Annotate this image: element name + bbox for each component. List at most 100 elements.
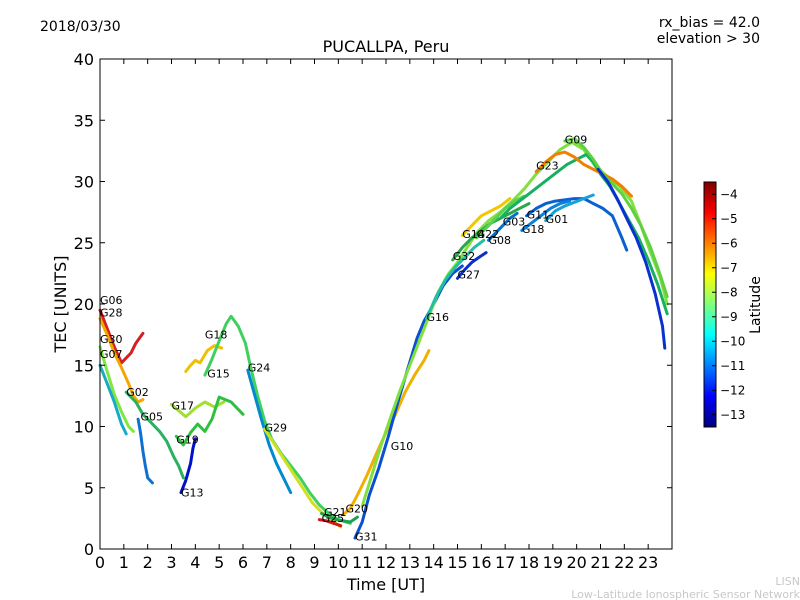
x-tick-label: 13 (400, 553, 420, 572)
sat-label-g08: G08 (488, 234, 511, 247)
trace-g03-24 (498, 153, 669, 316)
trace-g15-10 (203, 314, 352, 525)
x-tick-label: 15 (447, 553, 467, 572)
x-tick-label: 7 (262, 553, 272, 572)
trace-g06-0 (98, 308, 145, 365)
date-label: 2018/03/30 (40, 19, 121, 35)
trace-g23-28 (534, 150, 633, 198)
sat-label-g09: G09 (565, 134, 588, 147)
x-tick-label: 12 (376, 553, 396, 572)
x-tick-label: 3 (166, 553, 176, 572)
colorbar-tick-label: −12 (720, 383, 745, 397)
sat-label-g28: G28 (100, 306, 123, 319)
sat-label-g29: G29 (264, 421, 287, 434)
x-tick-label: 16 (471, 553, 491, 572)
y-tick-label: 15 (74, 356, 94, 375)
colorbar-tick-label: −4 (720, 187, 738, 201)
colorbar-label: Latitude (748, 276, 764, 334)
sat-label-g21: G21 (324, 506, 347, 519)
x-tick-label: 9 (309, 553, 319, 572)
trace-g18-26 (520, 199, 571, 232)
sat-label-g18: G18 (522, 223, 545, 236)
y-tick-label: 0 (84, 540, 94, 559)
colorbar-tick-label: −13 (720, 408, 745, 422)
trace-g09-29 (563, 137, 669, 299)
sat-label-g13: G13 (181, 486, 204, 499)
x-tick-label: 6 (238, 553, 248, 572)
footer-long: Low-Latitude Ionospheric Sensor Network (571, 588, 800, 600)
y-tick-label: 5 (84, 479, 94, 498)
axis-ticks: 0 1 2 3 4 5 6 7 8 9 10 11 12 13 14 15 16 17 18 19 20 21 22 2305… (74, 50, 672, 572)
trace-g11-25 (525, 197, 629, 252)
trace-g28-1 (98, 317, 145, 404)
trace-g27-19 (456, 251, 488, 280)
sat-label-g24: G24 (248, 361, 271, 374)
trace-unlabeled-30 (596, 167, 667, 350)
x-tick-label: 22 (614, 553, 634, 572)
x-tick-label: 0 (95, 553, 105, 572)
trace-g17-6 (170, 400, 226, 419)
sat-label-g16: G16 (427, 311, 450, 324)
colorbar-tick-label: −11 (720, 359, 745, 373)
elevation-label: elevation > 30 (657, 31, 760, 47)
y-tick-label: 20 (74, 295, 94, 314)
x-tick-label: 10 (328, 553, 348, 572)
sat-label-g03: G03 (503, 216, 526, 229)
sat-label-g18: G18 (205, 328, 228, 341)
sat-label-g23: G23 (536, 159, 559, 172)
sat-label-g02: G02 (126, 386, 149, 399)
x-tick-label: 19 (543, 553, 563, 572)
trace-g22-22 (475, 194, 526, 240)
x-tick-label: 18 (519, 553, 539, 572)
colorbar-tick-label: −10 (720, 334, 745, 348)
colorbar-ticks: −4 −5 −6 −7 −8 −9 −10 −11 −12 −13 (712, 187, 745, 422)
x-tick-label: 21 (590, 553, 610, 572)
sat-label-g22: G22 (477, 228, 500, 241)
y-tick-label: 40 (74, 50, 94, 69)
x-tick-label: 11 (352, 553, 372, 572)
x-tick-label: 20 (566, 553, 586, 572)
sat-label-g07: G07 (100, 348, 123, 361)
trace-g31-16 (353, 264, 464, 540)
rx-bias-label: rx_bias = 42.0 (659, 15, 760, 31)
trace-g21-13 (320, 512, 359, 524)
plot-area (98, 137, 669, 540)
x-tick-label: 14 (423, 553, 443, 572)
sat-label-g10: G10 (391, 440, 414, 453)
trace-g16-18 (425, 238, 486, 321)
sat-label-g27: G27 (458, 268, 481, 281)
x-tick-label: 2 (143, 553, 153, 572)
sat-label-g19: G19 (176, 434, 199, 447)
x-tick-label: 8 (286, 553, 296, 572)
trace-g01-27 (544, 193, 595, 223)
x-tick-label: 4 (190, 553, 200, 572)
trace-g07-3 (98, 363, 128, 436)
sat-label-g01: G01 (546, 213, 569, 226)
colorbar-tick-label: −7 (720, 261, 738, 275)
trace-g19-7 (174, 395, 245, 447)
x-tick-label: 23 (638, 553, 658, 572)
trace-g02-4 (124, 390, 185, 480)
colorbar-tick-label: −9 (720, 310, 738, 324)
sat-label-g20: G20 (345, 502, 368, 515)
trace-g25-14 (317, 518, 343, 528)
footer-short: LISN (775, 575, 800, 588)
x-tick-label: 5 (214, 553, 224, 572)
y-tick-label: 10 (74, 418, 94, 437)
sat-label-g05: G05 (141, 410, 164, 423)
y-tick-label: 30 (74, 173, 94, 192)
sat-label-g30: G30 (100, 333, 123, 346)
x-tick-label: 17 (495, 553, 515, 572)
trace-g18-9 (184, 344, 224, 373)
trace-g08-23 (487, 211, 519, 242)
y-tick-label: 25 (74, 234, 94, 253)
y-axis-label: TEC [UNITS] (51, 256, 70, 354)
colorbar-tick-label: −5 (720, 212, 738, 226)
colorbar-tick-label: −8 (720, 285, 738, 299)
trace-g24-11 (246, 368, 293, 495)
sat-label-g17: G17 (172, 399, 195, 412)
x-tick-label: 1 (119, 553, 129, 572)
sat-label-g32: G32 (453, 250, 476, 263)
